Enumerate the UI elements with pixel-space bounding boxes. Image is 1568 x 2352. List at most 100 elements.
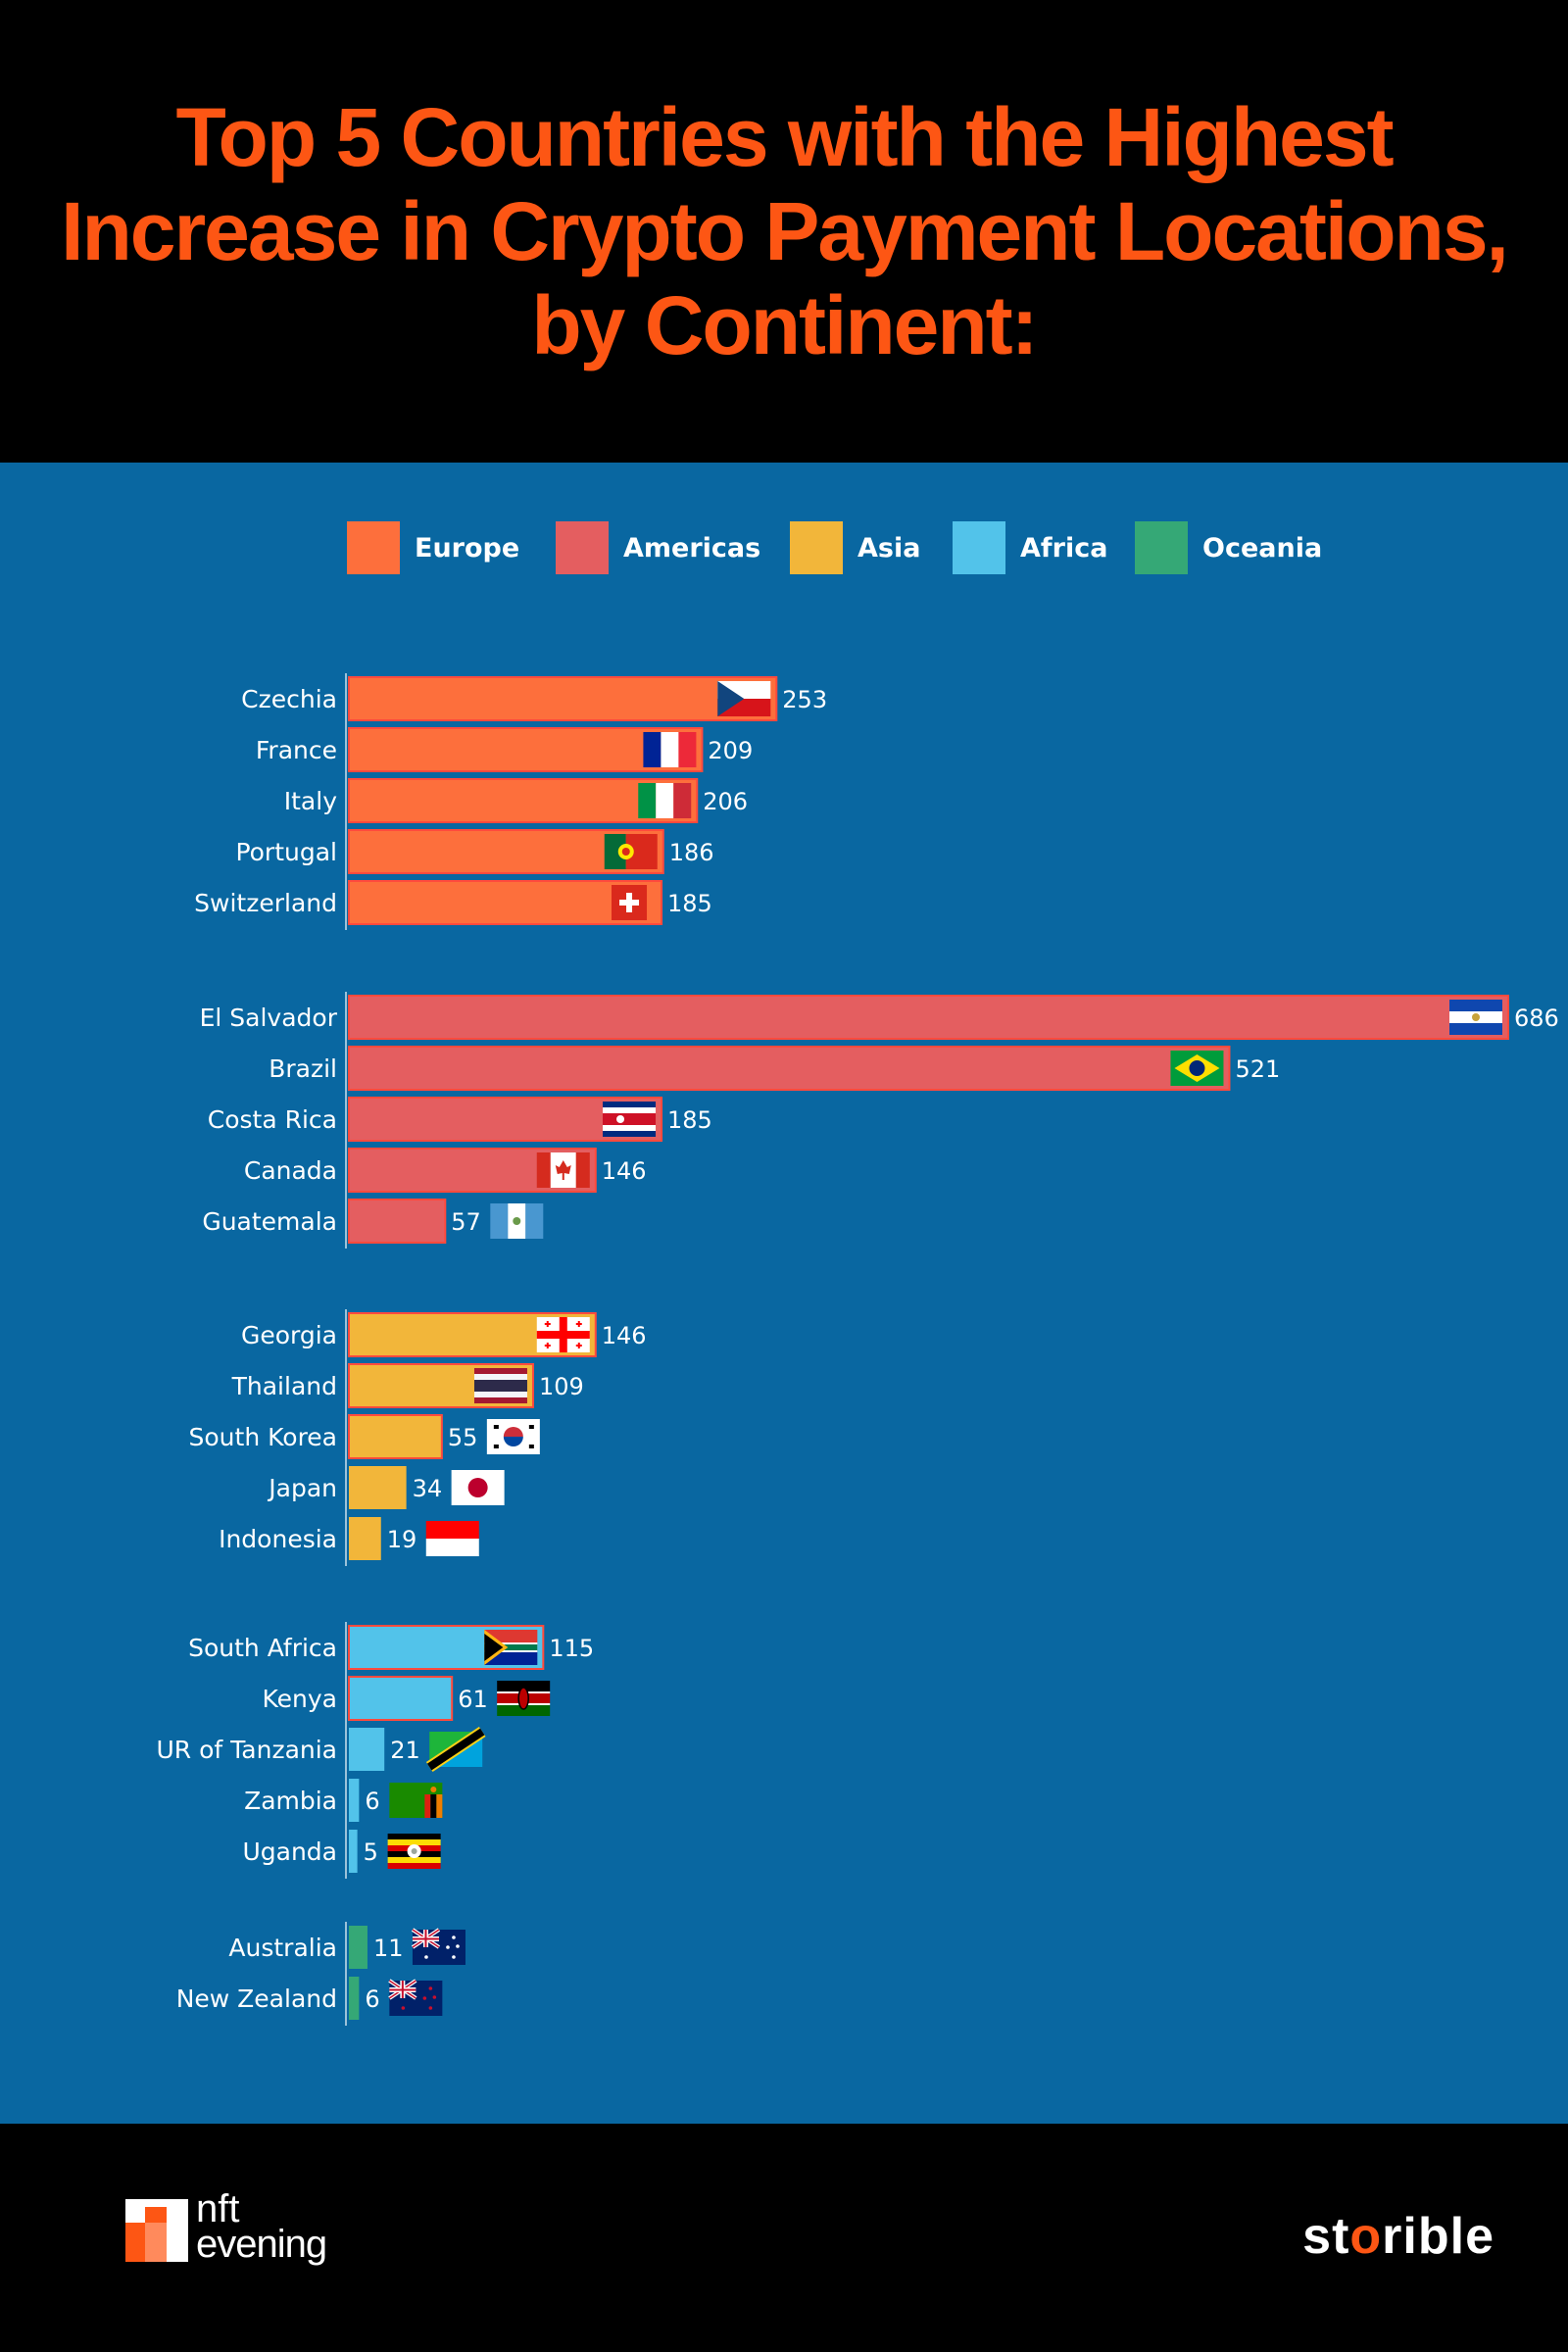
category-label-france: France bbox=[256, 736, 337, 764]
guatemala-flag-icon bbox=[490, 1203, 544, 1239]
bar-czechia bbox=[348, 676, 778, 721]
south-africa-flag-icon bbox=[484, 1630, 538, 1665]
indonesia-flag-icon bbox=[425, 1521, 479, 1556]
france-flag-icon bbox=[643, 732, 697, 767]
nft-evening-logo[interactable]: nft evening bbox=[125, 2189, 361, 2278]
value-label-el-salvador: 686 bbox=[1514, 1004, 1559, 1032]
category-label-brazil: Brazil bbox=[269, 1054, 337, 1083]
legend-label-africa: Africa bbox=[1020, 533, 1107, 564]
bar-switzerland bbox=[348, 880, 663, 925]
costa-rica-flag-icon bbox=[603, 1102, 657, 1137]
bar-guatemala bbox=[348, 1199, 447, 1244]
value-label-uganda: 5 bbox=[364, 1838, 378, 1866]
bar-france bbox=[348, 727, 704, 772]
value-label-switzerland: 185 bbox=[667, 890, 712, 917]
value-label-italy: 206 bbox=[703, 788, 748, 815]
uganda-flag-icon bbox=[387, 1834, 441, 1869]
bar-ur-of-tanzania bbox=[349, 1728, 385, 1771]
footer bbox=[0, 2124, 1568, 2352]
category-label-guatemala: Guatemala bbox=[202, 1207, 337, 1236]
value-label-new-zealand: 6 bbox=[365, 1985, 379, 2013]
legend-label-europe: Europe bbox=[415, 533, 519, 564]
thailand-flag-icon bbox=[473, 1368, 527, 1403]
category-label-australia: Australia bbox=[228, 1934, 337, 1962]
value-label-georgia: 146 bbox=[602, 1322, 647, 1349]
legend-label-americas: Americas bbox=[623, 533, 760, 564]
category-label-new-zealand: New Zealand bbox=[176, 1984, 337, 2013]
bar-new-zealand bbox=[349, 1977, 360, 2020]
logo-left-line2: evening bbox=[196, 2223, 327, 2266]
category-label-uganda: Uganda bbox=[242, 1838, 337, 1866]
value-label-indonesia: 19 bbox=[387, 1526, 417, 1553]
storible-logo[interactable]: storible bbox=[1302, 2207, 1494, 2266]
bar-australia bbox=[349, 1926, 368, 1969]
value-label-portugal: 186 bbox=[669, 839, 714, 866]
category-label-south-korea: South Korea bbox=[189, 1423, 337, 1451]
japan-flag-icon bbox=[451, 1470, 505, 1505]
header: Top 5 Countries with the Highest Increas… bbox=[0, 0, 1568, 463]
zambia-flag-icon bbox=[389, 1783, 443, 1818]
new-zealand-flag-icon bbox=[388, 1979, 443, 2016]
value-label-canada: 146 bbox=[602, 1157, 647, 1185]
bar-south-korea bbox=[348, 1414, 443, 1459]
category-label-south-africa: South Africa bbox=[188, 1634, 337, 1662]
legend-label-asia: Asia bbox=[858, 533, 920, 564]
value-label-thailand: 109 bbox=[539, 1373, 584, 1400]
value-label-france: 209 bbox=[708, 737, 753, 764]
legend-swatch-africa bbox=[953, 521, 1005, 574]
category-label-switzerland: Switzerland bbox=[194, 889, 337, 917]
bar-japan bbox=[349, 1466, 407, 1509]
el-salvador-flag-icon bbox=[1449, 1000, 1502, 1035]
category-label-indonesia: Indonesia bbox=[219, 1525, 337, 1553]
value-label-czechia: 253 bbox=[782, 686, 827, 713]
italy-flag-icon bbox=[638, 783, 692, 818]
value-label-brazil: 521 bbox=[1235, 1055, 1280, 1083]
category-label-georgia: Georgia bbox=[241, 1321, 337, 1349]
canada-flag-icon bbox=[536, 1152, 590, 1188]
legend-label-oceania: Oceania bbox=[1202, 533, 1322, 564]
category-label-zambia: Zambia bbox=[244, 1787, 337, 1815]
value-label-south-korea: 55 bbox=[448, 1424, 478, 1451]
category-label-ur-of-tanzania: UR of Tanzania bbox=[156, 1736, 337, 1764]
nft-evening-logo-icon bbox=[125, 2199, 188, 2262]
bar-uganda bbox=[349, 1830, 358, 1873]
legend-swatch-oceania bbox=[1135, 521, 1188, 574]
value-label-guatemala: 57 bbox=[451, 1208, 481, 1236]
value-label-costa-rica: 185 bbox=[667, 1106, 712, 1134]
bar-brazil bbox=[348, 1046, 1231, 1091]
value-label-australia: 11 bbox=[373, 1935, 404, 1962]
category-label-japan: Japan bbox=[267, 1474, 337, 1502]
georgia-flag-icon bbox=[536, 1317, 590, 1352]
logo-left-line1: nft bbox=[196, 2187, 240, 2230]
bar-el-salvador bbox=[348, 995, 1509, 1040]
value-label-south-africa: 115 bbox=[549, 1635, 594, 1662]
czechia-flag-icon bbox=[717, 681, 771, 716]
legend-swatch-asia bbox=[790, 521, 843, 574]
bar-zambia bbox=[349, 1779, 360, 1822]
legend-swatch-europe bbox=[347, 521, 400, 574]
value-label-ur-of-tanzania: 21 bbox=[390, 1737, 420, 1764]
portugal-flag-icon bbox=[604, 834, 658, 869]
page-title: Top 5 Countries with the Highest Increas… bbox=[61, 91, 1509, 371]
australia-flag-icon bbox=[411, 1928, 466, 1965]
logo-right-part-a: st bbox=[1302, 2208, 1350, 2265]
kenya-flag-icon bbox=[497, 1681, 551, 1716]
tanzania-flag-icon bbox=[425, 1727, 486, 1772]
legend-swatch-americas bbox=[556, 521, 609, 574]
category-label-canada: Canada bbox=[244, 1156, 337, 1185]
switzerland-flag-icon bbox=[612, 885, 648, 920]
category-label-portugal: Portugal bbox=[235, 838, 337, 866]
bar-kenya bbox=[348, 1676, 454, 1721]
brazil-flag-icon bbox=[1170, 1051, 1224, 1086]
value-label-zambia: 6 bbox=[365, 1788, 379, 1815]
category-label-el-salvador: El Salvador bbox=[200, 1004, 338, 1032]
category-label-thailand: Thailand bbox=[231, 1372, 337, 1400]
logo-right-o: o bbox=[1349, 2208, 1383, 2265]
category-label-costa-rica: Costa Rica bbox=[208, 1105, 337, 1134]
value-label-japan: 34 bbox=[413, 1475, 443, 1502]
value-label-kenya: 61 bbox=[458, 1686, 488, 1713]
chart-panel bbox=[0, 463, 1568, 2124]
category-label-kenya: Kenya bbox=[263, 1685, 338, 1713]
category-label-italy: Italy bbox=[284, 787, 337, 815]
logo-right-part-b: rible bbox=[1382, 2208, 1494, 2265]
